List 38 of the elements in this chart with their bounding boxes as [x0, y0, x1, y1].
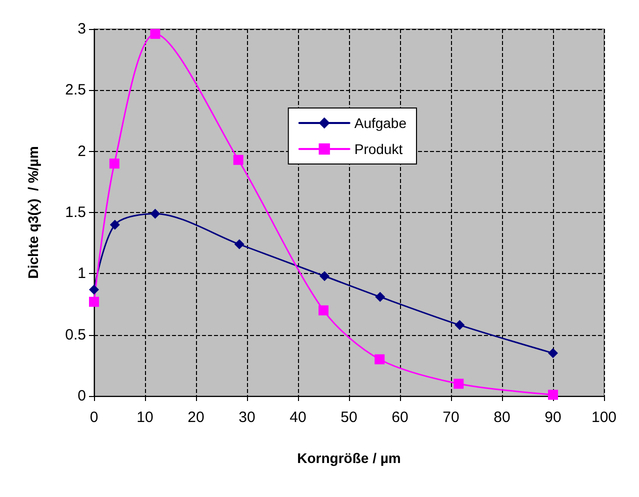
x-tick-label: 0	[90, 409, 98, 426]
point	[454, 378, 464, 389]
point	[548, 390, 558, 400]
point	[374, 354, 385, 364]
x-axis-title: Korngröße / µm	[297, 450, 401, 466]
point	[548, 348, 558, 358]
y-tick-label: 1	[78, 265, 86, 282]
x-tick-label: 90	[544, 409, 562, 426]
point	[110, 220, 120, 230]
y-axis-title: Dichte q3(x) / %/µm	[25, 146, 41, 279]
y-tick-label: 0	[78, 388, 86, 404]
y-tick-label: 2	[78, 142, 86, 160]
point	[150, 28, 160, 39]
x-tick-label: 30	[238, 409, 256, 426]
legend-label: Produkt	[354, 141, 403, 157]
point	[318, 305, 328, 316]
point	[320, 271, 330, 282]
y-tick-label: 1.5	[65, 204, 86, 221]
x-tick-label: 60	[392, 409, 408, 426]
y-tick-label: 3	[78, 20, 86, 38]
point	[109, 158, 120, 169]
point	[234, 239, 244, 250]
point	[454, 320, 465, 330]
legend-label: Aufgabe	[354, 115, 407, 131]
x-tick-label: 20	[188, 409, 204, 426]
x-tick-label: 10	[136, 409, 154, 426]
point	[233, 154, 244, 165]
point	[150, 208, 160, 219]
point	[89, 296, 99, 307]
x-tick-label: 40	[290, 409, 306, 426]
point	[375, 292, 386, 302]
y-tick-label: 2.5	[65, 82, 86, 99]
x-tick-label: 100	[591, 409, 617, 426]
y-tick-label: 0.5	[65, 326, 86, 344]
x-tick-label: 80	[494, 409, 510, 426]
point	[89, 284, 99, 295]
x-tick-label: 50	[340, 409, 358, 426]
x-tick-label: 70	[442, 409, 460, 426]
